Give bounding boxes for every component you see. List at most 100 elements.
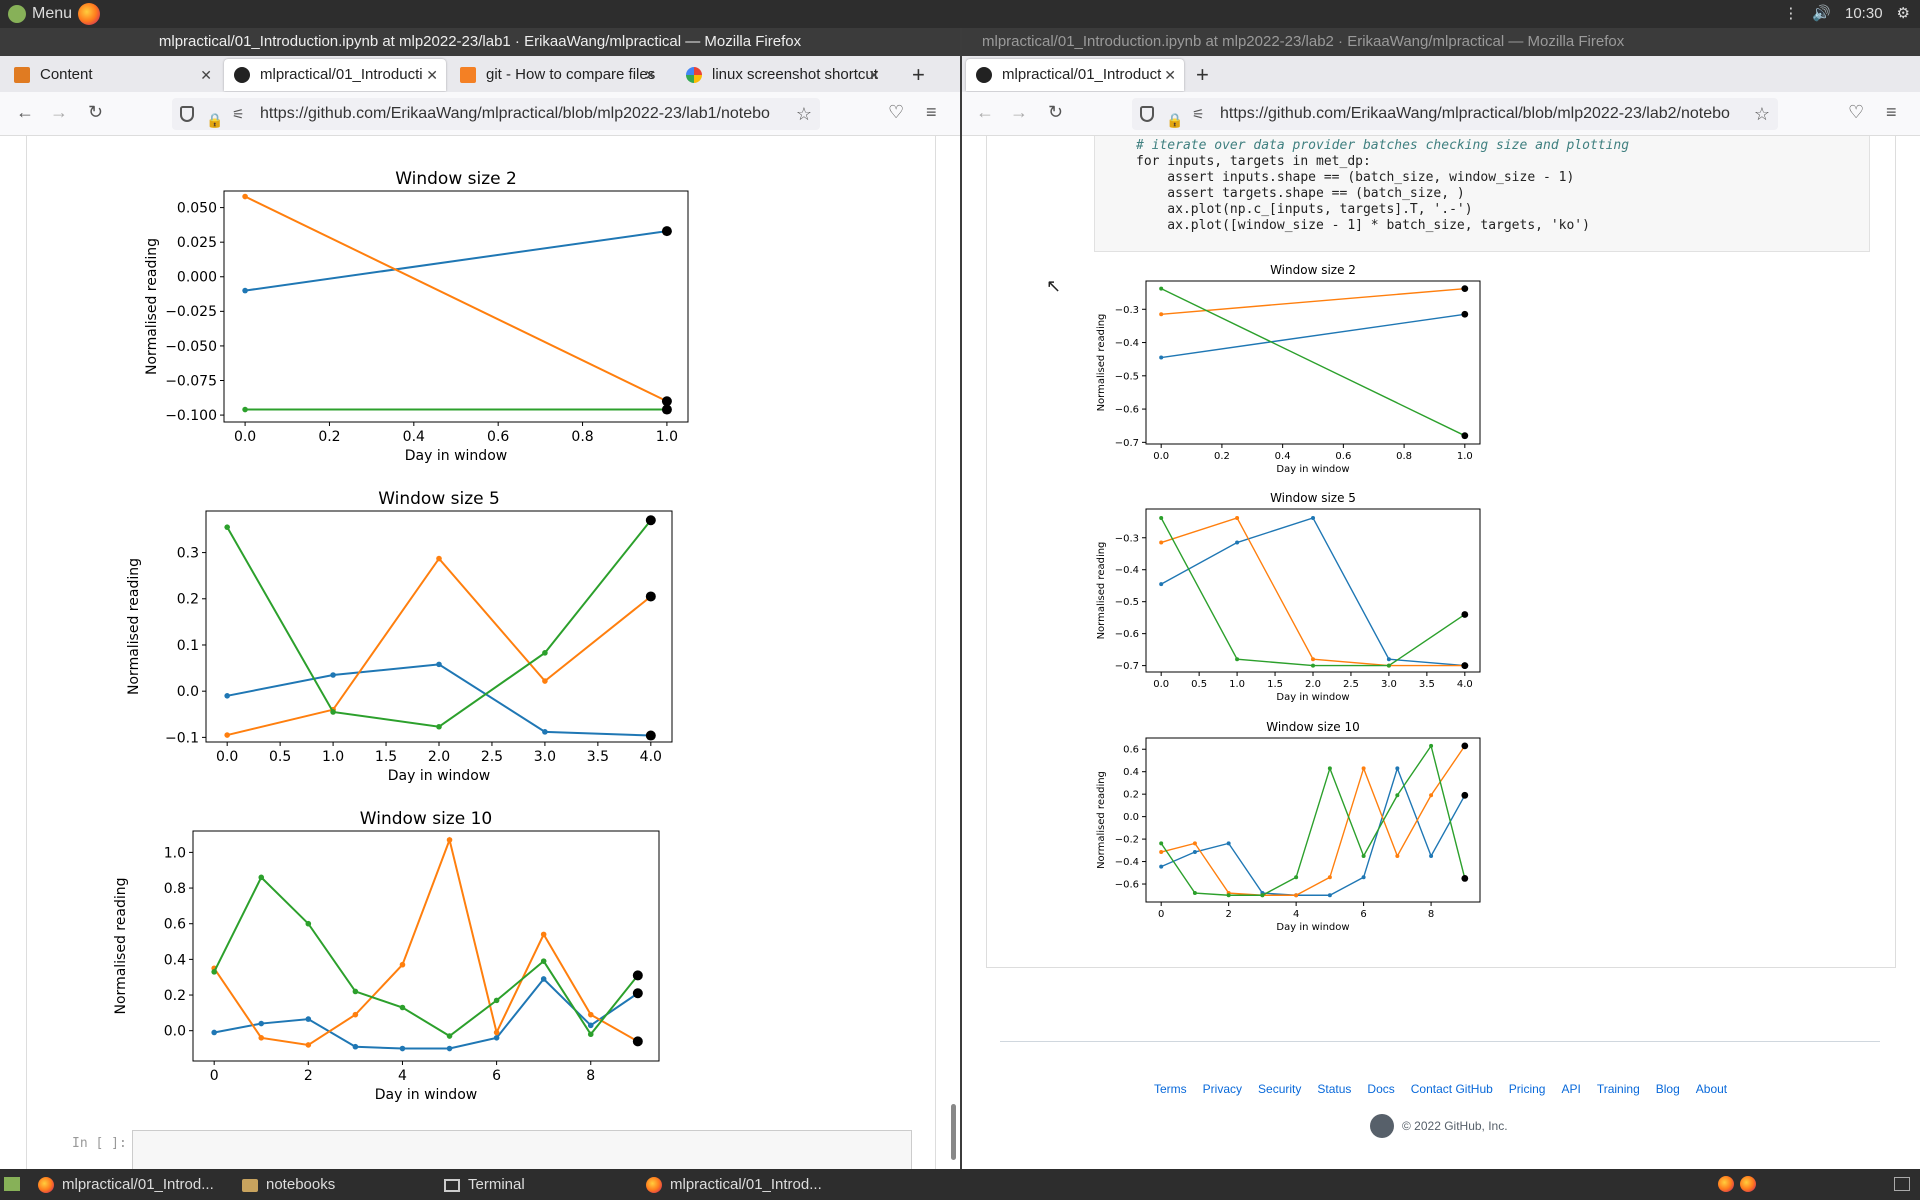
task-terminal[interactable]: Terminal: [444, 1173, 525, 1197]
permissions-icon[interactable]: ⚟: [1192, 106, 1205, 122]
data-point: [1192, 850, 1197, 855]
data-point: [1226, 841, 1231, 846]
x-tick-label: 4.0: [640, 749, 662, 765]
footer-link-blog[interactable]: Blog: [1655, 1082, 1680, 1096]
footer-link-privacy[interactable]: Privacy: [1202, 1082, 1243, 1096]
empty-code-cell[interactable]: [132, 1130, 912, 1169]
close-tab-icon[interactable]: ✕: [426, 67, 438, 83]
lock-icon[interactable]: 🔒: [206, 112, 224, 128]
top-panel: Menu ⋮ 🔊 10:30 ⚙: [0, 0, 1920, 28]
show-desktop-icon[interactable]: [4, 1177, 20, 1191]
url-text: https://github.com/ErikaaWang/mlpractica…: [260, 105, 770, 122]
target-point: [1461, 742, 1469, 750]
task-notebooks[interactable]: notebooks: [242, 1173, 335, 1197]
copyright-text: © 2022 GitHub, Inc.: [1402, 1119, 1508, 1133]
data-point: [330, 672, 336, 678]
data-point: [1192, 841, 1197, 846]
tracking-shield-icon[interactable]: [180, 106, 194, 122]
footer-link-training[interactable]: Training: [1596, 1082, 1640, 1096]
close-tab-icon[interactable]: ✕: [200, 67, 212, 83]
footer-link-pricing[interactable]: Pricing: [1508, 1082, 1546, 1096]
more-icon[interactable]: ⋮: [1783, 5, 1799, 22]
notebook-frame: [986, 136, 1896, 968]
volume-icon[interactable]: 🔊: [1812, 5, 1831, 22]
data-point: [1235, 540, 1240, 545]
footer-link-about[interactable]: About: [1695, 1082, 1728, 1096]
app-menu-icon[interactable]: ≡: [1886, 102, 1897, 122]
footer-link-terms[interactable]: Terms: [1154, 1082, 1187, 1096]
footer-link-status[interactable]: Status: [1317, 1082, 1352, 1096]
tab-label: git - How to compare files: [486, 66, 656, 83]
back-icon[interactable]: ←: [16, 102, 34, 122]
x-tick-label: 0.0: [234, 429, 256, 445]
bookmark-star-icon[interactable]: ☆: [1753, 104, 1770, 124]
x-tick-label: 1.5: [375, 749, 397, 765]
right-plots: Window size 2 0.0 0.2 0.4 0.6 0.8 1.0 −0.3 −0.4 −…: [1096, 263, 1481, 933]
pocket-icon[interactable]: ♡: [888, 102, 905, 122]
pocket-icon[interactable]: ♡: [1848, 102, 1865, 122]
chart-title: Window size 10: [1266, 720, 1359, 734]
data-point: [1386, 657, 1391, 662]
app-menu-icon[interactable]: ≡: [926, 102, 937, 122]
y-axis-label: Normalised reading: [144, 238, 160, 375]
footer-link-docs[interactable]: Docs: [1367, 1082, 1395, 1096]
code-cell[interactable]: [1094, 136, 1870, 252]
menu-button[interactable]: Menu: [8, 3, 101, 25]
tab-mlpractical[interactable]: mlpractical/01_Introducti ✕: [224, 59, 446, 91]
forward-icon[interactable]: →: [1010, 102, 1028, 122]
chart-title: Window size 2: [395, 169, 517, 189]
close-tab-icon[interactable]: ✕: [868, 67, 880, 83]
footer-link-contact[interactable]: Contact GitHub: [1410, 1082, 1493, 1096]
clock[interactable]: 10:30: [1845, 4, 1883, 22]
url-bar[interactable]: 🔒 ⚟ https://github.com/ErikaaWang/mlprac…: [172, 98, 820, 130]
reload-icon[interactable]: ↻: [88, 102, 104, 122]
new-tab-icon[interactable]: +: [1196, 62, 1209, 87]
chart-6: Window size 10 0 2 4 6 8 0.6 0.4 0.2 0.0 −0.2 −0.4 −…: [1096, 720, 1481, 933]
data-point: [258, 1020, 265, 1027]
series-line: [1160, 517, 1466, 667]
footer-link-security[interactable]: Security: [1258, 1082, 1302, 1096]
tab-content[interactable]: Content ✕: [4, 59, 220, 91]
permissions-icon[interactable]: ⚟: [232, 106, 245, 122]
x-tick-label: 0.0: [1153, 451, 1169, 462]
tab-linux-screenshot[interactable]: linux screenshot shortcut ✕: [676, 59, 888, 91]
data-point: [587, 1031, 594, 1038]
task-firefox-right[interactable]: mlpractical/01_Introd...: [646, 1173, 822, 1197]
data-point: [493, 997, 500, 1004]
y-axis-label: Normalised reading: [126, 558, 142, 695]
scrollbar-thumb[interactable]: [951, 1104, 956, 1160]
footer-link-api[interactable]: API: [1561, 1082, 1581, 1096]
settings-icon[interactable]: ⚙: [1896, 5, 1910, 22]
lock-icon[interactable]: 🔒: [1166, 112, 1184, 128]
y-tick-label: −0.7: [1115, 661, 1139, 672]
task-firefox-left[interactable]: mlpractical/01_Introd...: [38, 1173, 214, 1197]
chart-3: Window size 10 0 2 4 6 8 1.0 0.8 0.6 0.4 0.2 0.0 Day…: [113, 809, 660, 1103]
firefox-launcher-icon[interactable]: [78, 3, 101, 25]
data-point: [305, 1016, 312, 1022]
data-point: [542, 650, 548, 656]
firefox-tray-icon[interactable]: [1740, 1176, 1756, 1192]
target-point: [1461, 285, 1469, 293]
new-tab-icon[interactable]: +: [912, 62, 925, 87]
url-bar[interactable]: 🔒 ⚟ https://github.com/ErikaaWang/mlprac…: [1132, 98, 1778, 130]
reload-icon[interactable]: ↻: [1048, 102, 1064, 122]
close-tab-icon[interactable]: ✕: [1164, 67, 1176, 83]
workspace-icon[interactable]: [1894, 1177, 1910, 1191]
left-plots: Window size 20.0 0.2 0.4 0.6 0.8 1.00.0500.02…: [113, 169, 689, 1103]
tab-label: mlpractical/01_Introducti: [260, 66, 423, 83]
github-logo-icon[interactable]: [1370, 1114, 1394, 1138]
series-line: [1160, 517, 1465, 667]
forward-icon[interactable]: →: [50, 102, 68, 122]
y-axis-label: Normalised reading: [1096, 314, 1107, 412]
data-point: [587, 1011, 594, 1018]
x-tick-label: 8: [1428, 909, 1434, 920]
back-icon[interactable]: ←: [976, 102, 994, 122]
tracking-shield-icon[interactable]: [1140, 106, 1154, 122]
tab-git-compare[interactable]: git - How to compare files ✕: [450, 59, 664, 91]
firefox-tray-icon[interactable]: [1718, 1176, 1734, 1192]
tab-mlpractical[interactable]: mlpractical/01_Introduct ✕: [966, 59, 1184, 91]
data-point: [242, 406, 248, 413]
y-tick-label: −0.4: [1115, 338, 1139, 349]
bookmark-star-icon[interactable]: ☆: [795, 104, 812, 124]
close-tab-icon[interactable]: ✕: [644, 67, 656, 83]
